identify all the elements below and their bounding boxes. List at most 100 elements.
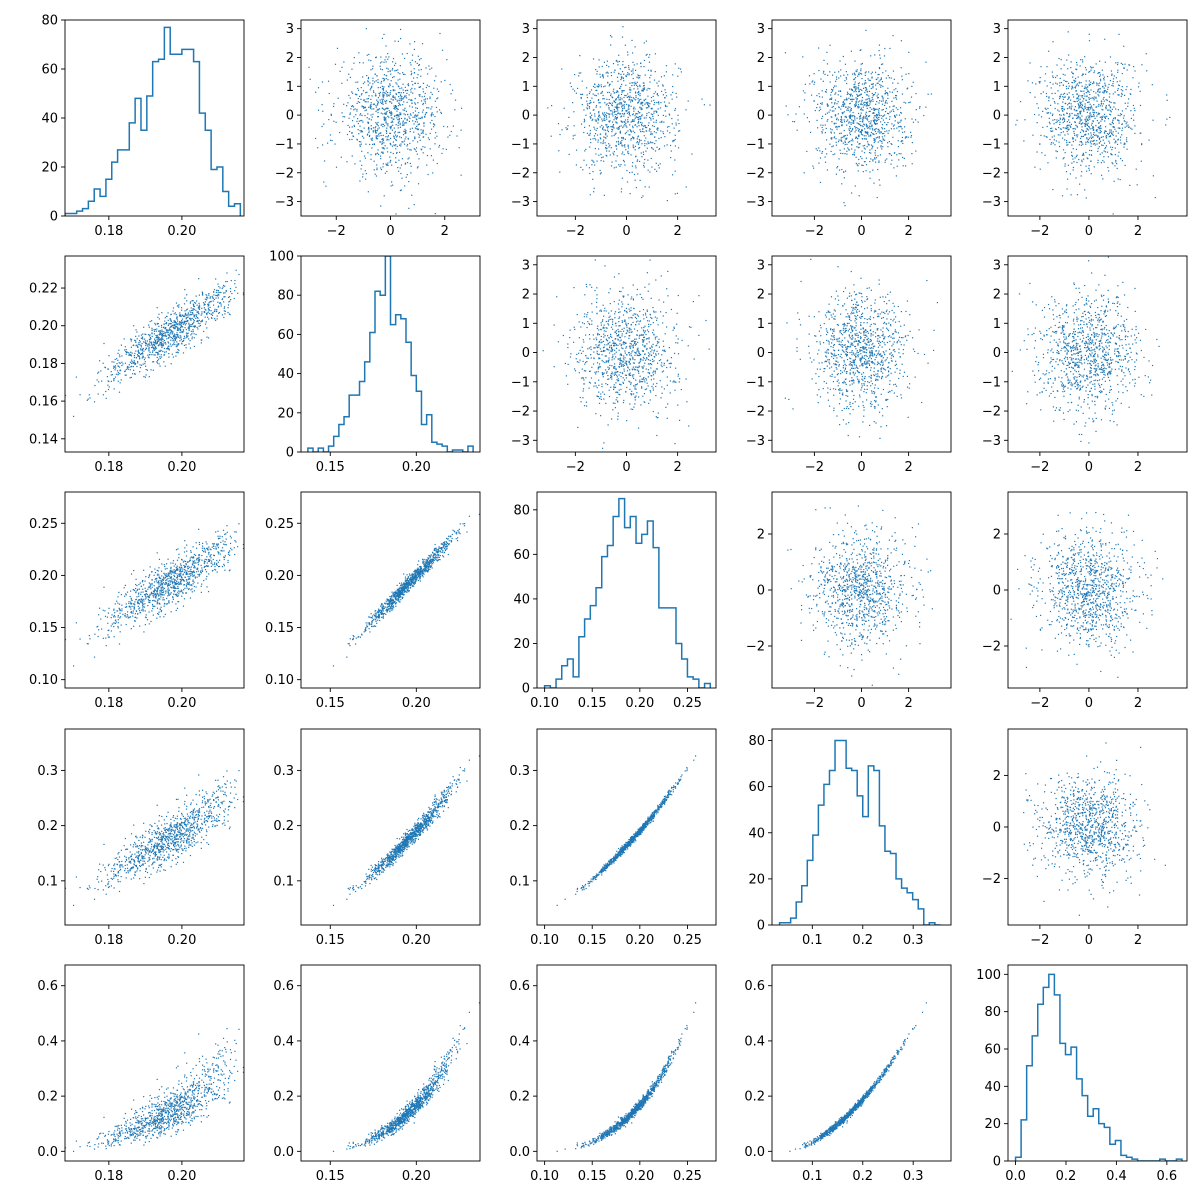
scatter-point bbox=[196, 304, 198, 306]
scatter-point bbox=[634, 69, 637, 72]
scatter-point bbox=[396, 135, 398, 137]
scatter-point bbox=[1050, 130, 1053, 133]
scatter-point bbox=[156, 341, 158, 343]
scatter-point bbox=[597, 148, 600, 150]
scatter-point bbox=[621, 36, 624, 38]
scatter-point bbox=[198, 313, 200, 315]
scatter-point bbox=[1090, 140, 1092, 142]
scatter-point bbox=[1054, 76, 1057, 79]
scatter-point bbox=[183, 320, 185, 322]
scatter-point bbox=[1075, 117, 1078, 120]
scatter-point bbox=[131, 359, 133, 361]
scatter-point bbox=[158, 338, 160, 340]
y-tick-label: 2 bbox=[286, 51, 294, 66]
scatter-point bbox=[831, 121, 833, 123]
scatter-point bbox=[1093, 71, 1095, 74]
scatter-point bbox=[407, 84, 409, 86]
scatter-point bbox=[435, 106, 438, 108]
scatter-point bbox=[888, 77, 890, 79]
scatter-point bbox=[392, 121, 394, 123]
scatter-point bbox=[224, 296, 226, 298]
scatter-point bbox=[1084, 86, 1086, 88]
scatter-point bbox=[890, 142, 892, 145]
scatter-point bbox=[559, 133, 561, 136]
scatter-point bbox=[650, 133, 652, 135]
scatter-point bbox=[847, 93, 849, 95]
scatter-point bbox=[1091, 122, 1093, 124]
scatter-point bbox=[638, 118, 640, 120]
scatter-point bbox=[593, 101, 595, 103]
scatter-point bbox=[426, 98, 428, 100]
scatter-point bbox=[178, 349, 180, 351]
scatter-point bbox=[855, 102, 857, 104]
scatter-point bbox=[901, 75, 903, 77]
scatter-point bbox=[353, 62, 355, 64]
scatter-point bbox=[1062, 101, 1064, 103]
scatter-point bbox=[418, 112, 420, 114]
scatter-point bbox=[1072, 96, 1075, 98]
scatter-point bbox=[398, 92, 401, 94]
scatter-point bbox=[364, 106, 366, 108]
scatter-point bbox=[597, 85, 599, 88]
scatter-point bbox=[655, 140, 657, 142]
scatter-point bbox=[644, 103, 646, 105]
scatter-point bbox=[1099, 80, 1102, 82]
scatter-point bbox=[1077, 76, 1079, 78]
scatter-point bbox=[351, 68, 353, 70]
scatter-point bbox=[897, 146, 900, 148]
scatter-point bbox=[361, 135, 364, 137]
scatter-point bbox=[678, 67, 680, 69]
scatter-point bbox=[179, 326, 182, 328]
scatter-point bbox=[866, 90, 868, 93]
scatter-point bbox=[650, 146, 653, 149]
scatter-point bbox=[148, 349, 150, 351]
scatter-point bbox=[855, 97, 857, 99]
scatter-point bbox=[336, 47, 339, 49]
scatter-point bbox=[831, 116, 833, 118]
y-tick-label: 0 bbox=[993, 109, 1001, 124]
scatter-point bbox=[1050, 127, 1052, 130]
scatter-point bbox=[593, 187, 595, 189]
scatter-point bbox=[592, 93, 594, 95]
scatter-point bbox=[398, 120, 400, 123]
scatter-point bbox=[875, 157, 878, 159]
scatter-point bbox=[1061, 137, 1064, 139]
scatter-point bbox=[1098, 137, 1101, 140]
scatter-point bbox=[1106, 115, 1108, 118]
scatter-point bbox=[882, 63, 884, 65]
scatter-point bbox=[860, 131, 862, 133]
scatter-point bbox=[833, 110, 835, 112]
scatter-point bbox=[192, 305, 195, 307]
scatter-point bbox=[354, 93, 357, 95]
scatter-point bbox=[881, 142, 883, 144]
scatter-point bbox=[601, 157, 603, 159]
scatter-point bbox=[136, 365, 138, 368]
scatter-point bbox=[1121, 123, 1123, 126]
scatter-point bbox=[1048, 121, 1051, 123]
scatter-point bbox=[591, 164, 593, 166]
scatter-point bbox=[574, 134, 576, 136]
scatter-point bbox=[229, 290, 232, 293]
scatter-point bbox=[355, 93, 357, 96]
scatter-point bbox=[367, 122, 369, 124]
scatter-point bbox=[876, 119, 878, 121]
scatter-point bbox=[882, 115, 884, 118]
scatter-point bbox=[881, 81, 884, 83]
scatter-point bbox=[1093, 99, 1095, 101]
scatter-point bbox=[1058, 141, 1060, 143]
scatter-point bbox=[348, 117, 350, 119]
scatter-point bbox=[629, 91, 631, 93]
scatter-point bbox=[594, 115, 596, 117]
scatter-point bbox=[394, 145, 396, 147]
scatter-point bbox=[631, 74, 633, 76]
scatter-point bbox=[436, 88, 438, 90]
scatter-point bbox=[390, 113, 392, 115]
scatter-point bbox=[1112, 123, 1114, 125]
scatter-point bbox=[230, 299, 232, 301]
scatter-point bbox=[394, 131, 397, 133]
scatter-point bbox=[1081, 142, 1083, 144]
scatter-point bbox=[864, 148, 866, 150]
scatter-point bbox=[1101, 118, 1103, 121]
scatter-point bbox=[864, 74, 866, 76]
